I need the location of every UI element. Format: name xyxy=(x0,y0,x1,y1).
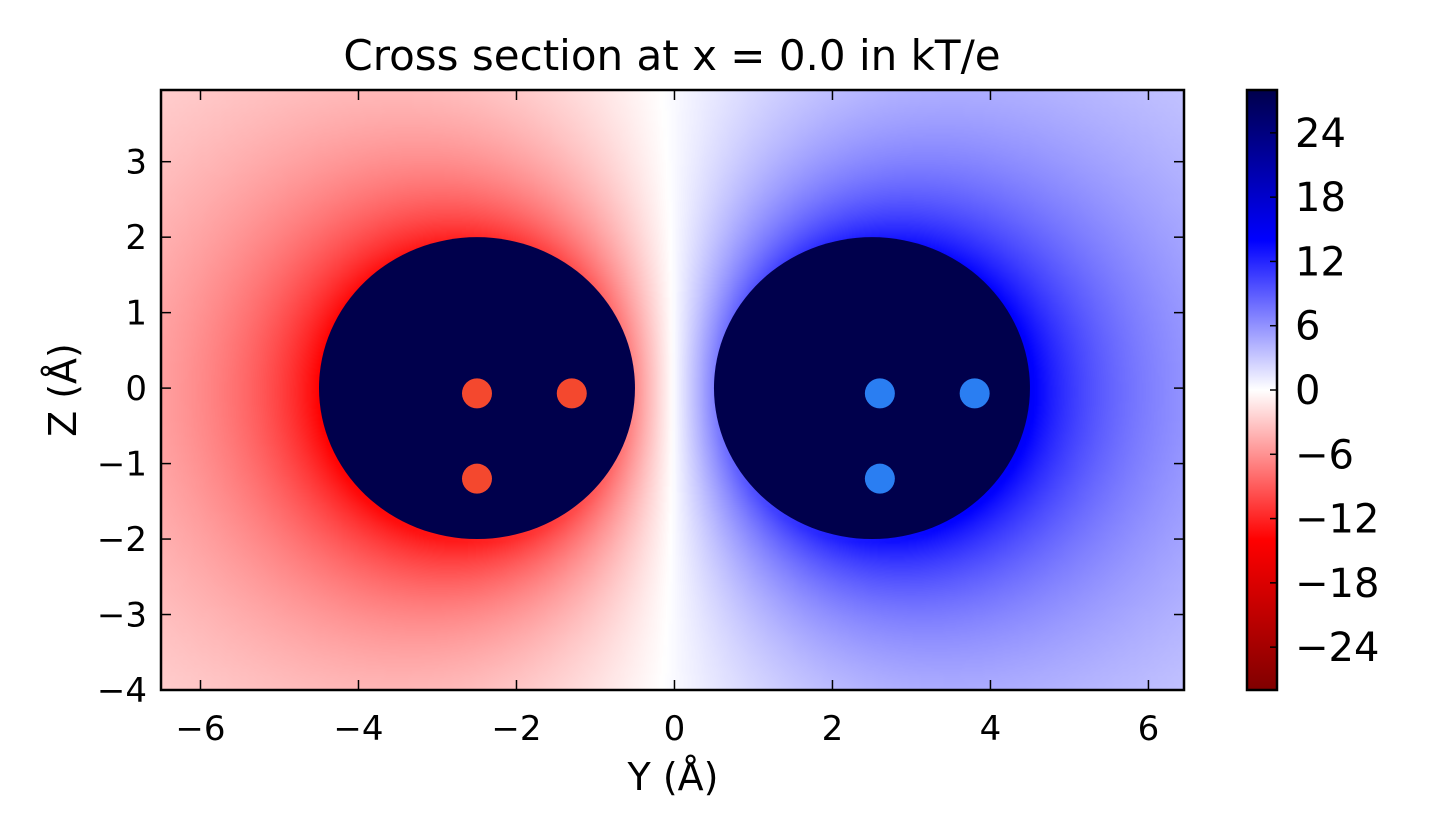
colorbar: 24 18 12 6 0 −6 −12 −18 −24 xyxy=(1245,88,1379,692)
colorbar-tick-label: 24 xyxy=(1295,111,1346,157)
x-tick-label: 0 xyxy=(664,709,686,749)
x-tick-label: −2 xyxy=(491,709,541,749)
atom-marker-5 xyxy=(959,378,990,409)
y-axis-ticks: 3 2 1 0 −1 −2 −3 −4 xyxy=(97,143,1184,711)
y-tick-label: 2 xyxy=(125,218,147,258)
x-axis-label: Y (Å) xyxy=(627,755,719,799)
potential-heatmap xyxy=(161,90,1184,690)
x-axis-ticks: −6 −4 −2 0 2 4 6 xyxy=(175,90,1159,749)
heatmap-area xyxy=(161,90,1184,690)
x-tick-label: 4 xyxy=(980,709,1002,749)
y-tick-label: −1 xyxy=(97,445,147,485)
y-tick-label: −2 xyxy=(97,520,147,560)
x-tick-label: 2 xyxy=(822,709,844,749)
colorbar-tick-label: 12 xyxy=(1295,239,1346,285)
atom-marker-6 xyxy=(864,463,895,494)
colorbar-ticks: 24 18 12 6 0 −6 −12 −18 −24 xyxy=(1270,111,1379,671)
colorbar-tick-label: −24 xyxy=(1295,625,1379,671)
colorbar-tick-label: 0 xyxy=(1295,368,1320,414)
x-tick-label: −6 xyxy=(175,709,225,749)
y-axis-label: Z (Å) xyxy=(41,343,85,437)
chart-title: Cross section at x = 0.0 in kT/e xyxy=(343,31,1000,80)
atom-marker-4 xyxy=(864,378,895,409)
y-tick-label: 1 xyxy=(125,294,147,334)
colorbar-tick-label: −18 xyxy=(1295,561,1379,607)
colorbar-tick-label: −12 xyxy=(1295,497,1379,543)
plot-frame xyxy=(159,88,1186,692)
atom-marker-2 xyxy=(556,378,587,409)
atom-markers xyxy=(461,378,990,494)
x-tick-label: −4 xyxy=(333,709,383,749)
y-tick-label: 0 xyxy=(125,369,147,409)
x-tick-label: 6 xyxy=(1138,709,1160,749)
atom-marker-3 xyxy=(461,463,492,494)
y-tick-label: −3 xyxy=(97,596,147,636)
colorbar-tick-label: 6 xyxy=(1295,304,1320,350)
colorbar-tick-label: 18 xyxy=(1295,175,1346,221)
y-tick-label: −4 xyxy=(97,671,147,711)
colorbar-tick-label: −6 xyxy=(1295,432,1354,478)
y-tick-label: 3 xyxy=(125,143,147,183)
atom-marker-1 xyxy=(461,378,492,409)
